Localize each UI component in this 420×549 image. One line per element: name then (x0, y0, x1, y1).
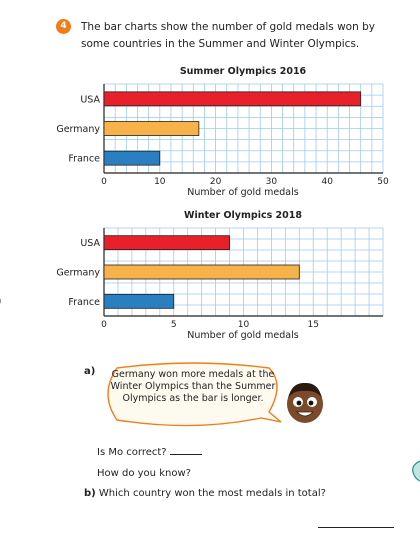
x-tick-label: 10 (154, 177, 166, 187)
bar-germany (103, 264, 300, 280)
summer-chart-title: Summer Olympics 2016 (179, 66, 307, 77)
speech-bubble (107, 362, 282, 427)
category-label-france: France (68, 154, 100, 165)
x-tick-label: 30 (266, 177, 278, 187)
winter-chart-title: Winter Olympics 2018 (184, 210, 302, 221)
question-text: The bar charts show the number of gold m… (81, 21, 375, 50)
bar-usa (103, 91, 362, 107)
x-tick-label: 20 (210, 177, 222, 187)
edge-decoration-icon (412, 460, 420, 482)
answer-blank[interactable] (169, 454, 202, 455)
bar-france (103, 293, 175, 309)
x-tick-label: 10 (238, 320, 250, 330)
x-axis-title: Number of gold medals (187, 330, 298, 341)
x-tick-label: 15 (308, 320, 319, 330)
bar-france (103, 150, 161, 166)
category-label-germany: Germany (56, 268, 100, 279)
x-tick-label: 0 (101, 320, 107, 330)
category-label-france: France (68, 297, 100, 308)
x-tick-label: 40 (321, 177, 333, 187)
x-tick-label: 50 (377, 177, 389, 187)
part-b-label: b) (84, 488, 96, 499)
mo-character-face-icon (287, 382, 323, 423)
part-b-text: Which country won the most medals in tot… (98, 488, 326, 499)
edge-decoration-icon (0, 298, 1, 304)
category-label-usa: USA (80, 94, 100, 105)
bar-germany (103, 121, 200, 136)
x-tick-label: 5 (171, 320, 177, 330)
x-axis-title: Number of gold medals (187, 187, 298, 198)
bar-usa (103, 235, 230, 251)
is-mo-correct-question: Is Mo correct? (97, 447, 202, 458)
is-mo-correct-text: Is Mo correct? (97, 447, 167, 458)
how-do-you-know-question: How do you know? (97, 468, 191, 479)
category-label-usa: USA (80, 238, 100, 249)
category-label-germany: Germany (56, 124, 100, 135)
x-tick-label: 0 (101, 177, 107, 187)
question-number-badge: 4 (56, 19, 71, 34)
speech-bubble-text: Germany won more medals at the Winter Ol… (110, 369, 276, 404)
part-a-label: a) (84, 366, 96, 377)
part-b-question: b) Which country won the most medals in … (84, 488, 326, 499)
answer-line[interactable] (318, 527, 394, 528)
